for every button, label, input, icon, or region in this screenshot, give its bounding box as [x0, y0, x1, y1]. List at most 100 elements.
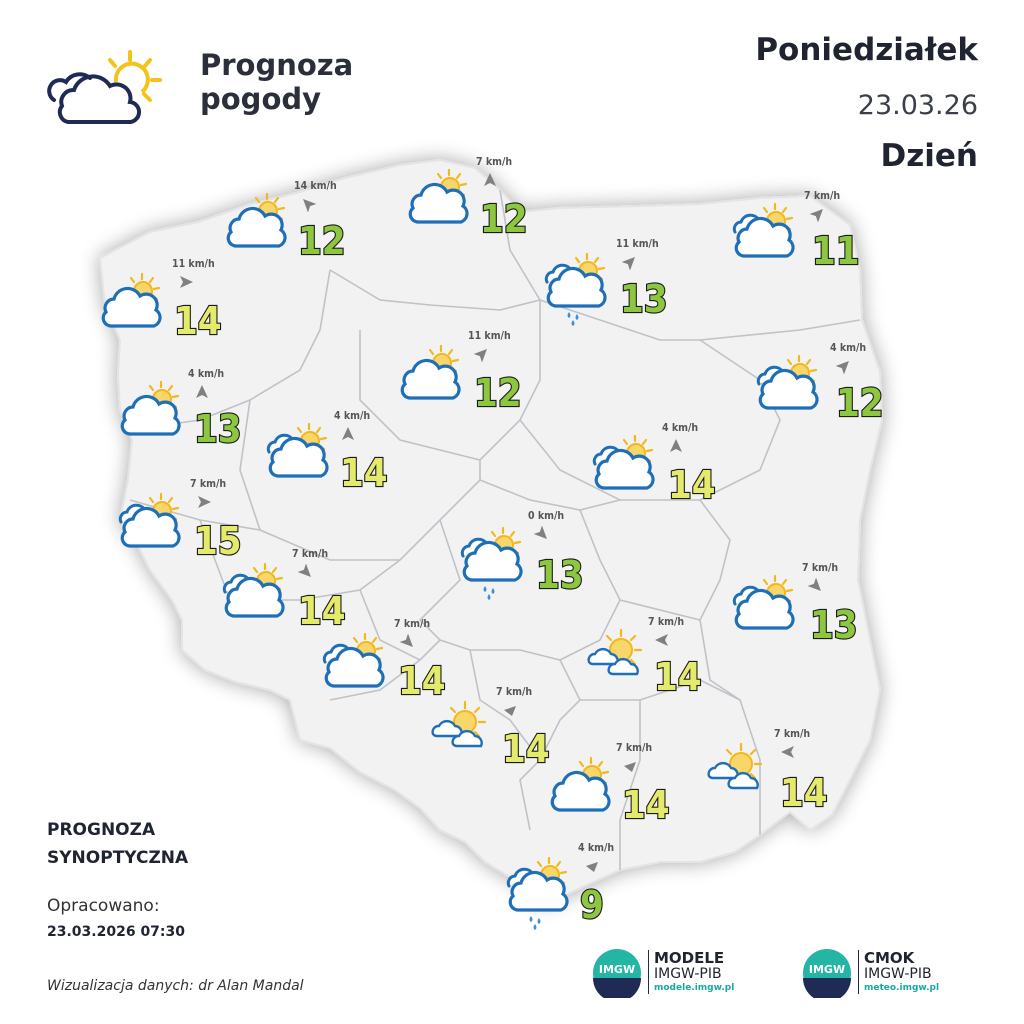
- temperature-value: 14: [297, 588, 347, 634]
- wind-speed-label: 7 km/h: [476, 156, 513, 168]
- forecast-title-line2: pogody: [200, 82, 322, 116]
- temperature-text: 14: [174, 299, 222, 343]
- temperature-value: 12: [479, 196, 529, 242]
- temperature-text: 12: [298, 219, 346, 263]
- wind-speed-label: 7 km/h: [292, 548, 329, 560]
- wind-direction-icon: [808, 578, 821, 591]
- temperature-text: 14: [668, 463, 716, 507]
- wind-speed-label: 7 km/h: [802, 562, 839, 574]
- temperature-value: 14: [501, 726, 551, 772]
- prepared-datetime: 23.03.2026 07:30: [47, 924, 186, 940]
- wind-direction-icon: [198, 496, 211, 508]
- modele-logo[interactable]: IMGW MODELE IMGW-PIB modele.imgw.pl: [592, 946, 752, 1002]
- wind-speed-label: 11 km/h: [616, 238, 659, 250]
- cmok-logo[interactable]: IMGW CMOK IMGW-PIB meteo.imgw.pl: [802, 946, 962, 1002]
- temperature-text: 13: [810, 603, 858, 647]
- wind-direction-icon: [298, 564, 311, 577]
- temperature-value: 12: [473, 370, 523, 416]
- wind-speed-label: 4 km/h: [188, 368, 225, 380]
- badge-text: IMGW: [599, 963, 635, 976]
- logo-subtitle: IMGW-PIB: [654, 966, 722, 982]
- temperature-text: 12: [836, 381, 884, 425]
- wind-speed-label: 7 km/h: [774, 728, 811, 740]
- wind-direction-icon: [781, 746, 794, 758]
- logo-url[interactable]: modele.imgw.pl: [654, 983, 735, 993]
- forecast-period: Dzień: [880, 138, 979, 174]
- temperature-value: 9: [579, 882, 605, 928]
- cloudy-sun-icon: [322, 632, 385, 688]
- wind-direction-icon: [303, 199, 316, 212]
- logo-url[interactable]: meteo.imgw.pl: [864, 983, 940, 993]
- wind-direction-icon: [670, 439, 682, 452]
- wind-direction-icon: [400, 634, 413, 647]
- wind-speed-label: 11 km/h: [172, 258, 215, 270]
- synoptic-title: PROGNOZA SYNOPTYCZNA: [47, 816, 188, 872]
- temperature-value: 14: [173, 298, 223, 344]
- partly-cloudy-icon: [120, 380, 181, 436]
- wind-direction-icon: [180, 276, 193, 288]
- partly-cloudy-icon: [408, 168, 469, 224]
- temperature-value: 14: [667, 462, 717, 508]
- temperature-text: 9: [580, 883, 604, 927]
- temperature-value: 14: [339, 450, 389, 496]
- wind-direction-icon: [655, 634, 668, 646]
- wind-direction-icon: [534, 526, 547, 539]
- logo-title: MODELE: [654, 949, 725, 967]
- wind-direction-icon: [474, 349, 487, 362]
- wind-speed-label: 4 km/h: [830, 342, 867, 354]
- temperature-text: 14: [502, 727, 550, 771]
- partly-cloudy-icon: [400, 344, 461, 400]
- forecast-date: 23.03.26: [857, 90, 978, 121]
- temperature-text: 11: [812, 229, 860, 273]
- imgw-badge-icon: IMGW: [803, 949, 851, 998]
- temperature-value: 13: [809, 602, 859, 648]
- temperature-text: 15: [194, 519, 242, 563]
- cloudy-sun-icon: [222, 562, 285, 618]
- wind-speed-label: 4 km/h: [578, 842, 615, 854]
- temperature-text: 13: [194, 407, 242, 451]
- temperature-value: 14: [779, 770, 829, 816]
- wind-speed-label: 7 km/h: [394, 618, 431, 630]
- temperature-text: 14: [780, 771, 828, 815]
- wind-speed-label: 7 km/h: [190, 478, 227, 490]
- wind-speed-label: 7 km/h: [496, 686, 533, 698]
- visualization-credit: Wizualizacja danych: dr Alan Mandal: [47, 978, 304, 994]
- cloudy-sun-icon: [118, 492, 181, 548]
- prepared-label: Opracowano:: [47, 896, 160, 916]
- wind-speed-label: 0 km/h: [528, 510, 565, 522]
- cloudy-sun-icon: [732, 574, 795, 630]
- cloudy-sun-icon: [592, 434, 655, 490]
- wind-direction-icon: [836, 361, 849, 374]
- logo-divider: [858, 950, 859, 994]
- logo-subtitle: IMGW-PIB: [864, 966, 932, 982]
- temperature-text: 13: [536, 553, 584, 597]
- sunny-clouds-icon: [707, 742, 763, 790]
- temperature-text: 12: [474, 371, 522, 415]
- wind-direction-icon: [484, 173, 496, 186]
- temperature-text: 14: [298, 589, 346, 633]
- temperature-text: 14: [398, 659, 446, 703]
- temperature-value: 12: [835, 380, 885, 426]
- temperature-value: 14: [653, 654, 703, 700]
- weather-logo-icon: [47, 50, 162, 125]
- wind-speed-label: 7 km/h: [648, 616, 685, 628]
- wind-speed-label: 7 km/h: [616, 742, 653, 754]
- sunny-clouds-icon: [587, 628, 643, 676]
- cloudy-rain-icon: [544, 252, 607, 326]
- imgw-badge-icon: IMGW: [593, 949, 641, 998]
- temperature-value: 13: [619, 276, 669, 322]
- poland-outline: [98, 158, 884, 907]
- logo-title: CMOK: [864, 949, 915, 967]
- temperature-value: 13: [535, 552, 585, 598]
- wind-direction-icon: [196, 385, 208, 398]
- temperature-value: 14: [621, 782, 671, 828]
- temperature-value: 15: [193, 518, 243, 564]
- wind-direction-icon: [504, 706, 516, 716]
- temperature-value: 11: [811, 228, 861, 274]
- temperature-text: 13: [620, 277, 668, 321]
- cloudy-sun-icon: [756, 354, 819, 410]
- wind-speed-label: 7 km/h: [804, 190, 841, 202]
- wind-speed-label: 14 km/h: [294, 180, 337, 192]
- wind-direction-icon: [586, 862, 598, 872]
